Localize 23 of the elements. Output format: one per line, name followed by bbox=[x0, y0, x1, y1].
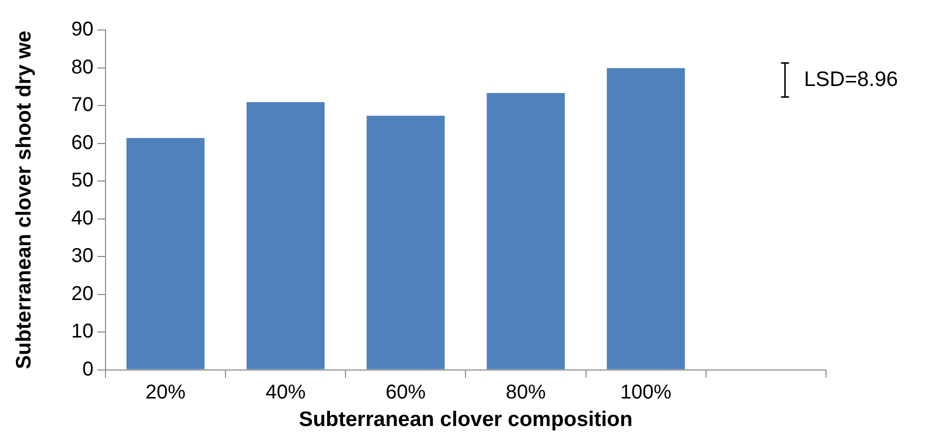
bar bbox=[246, 102, 325, 370]
bar bbox=[366, 116, 445, 370]
x-tick-label: 20% bbox=[145, 381, 186, 404]
bar bbox=[126, 138, 205, 370]
y-tick-label: 10 bbox=[71, 320, 94, 343]
y-tick-label: 50 bbox=[71, 170, 94, 192]
y-tick-label: 80 bbox=[71, 56, 94, 78]
y-tick-label: 70 bbox=[71, 94, 94, 116]
x-tick-label: 40% bbox=[266, 381, 306, 404]
y-tick-label: 90 bbox=[71, 18, 94, 41]
y-tick-label: 40 bbox=[71, 207, 94, 230]
bar bbox=[486, 93, 565, 370]
x-tick-label: 60% bbox=[386, 381, 426, 404]
y-tick-label: 0 bbox=[82, 358, 94, 380]
y-tick-label: 60 bbox=[71, 132, 94, 154]
y-tick-label: 30 bbox=[71, 245, 94, 268]
x-tick-label: 80% bbox=[506, 381, 546, 404]
annotation: LSD=8.96 bbox=[804, 68, 898, 92]
x-axis-title: Subterranean clover composition bbox=[298, 408, 633, 432]
y-tick-label: 20 bbox=[71, 282, 94, 305]
y-axis-title: Subterranean clover shoot dry we bbox=[12, 30, 36, 370]
bar bbox=[606, 68, 685, 370]
x-tick-label: 100% bbox=[620, 381, 672, 404]
